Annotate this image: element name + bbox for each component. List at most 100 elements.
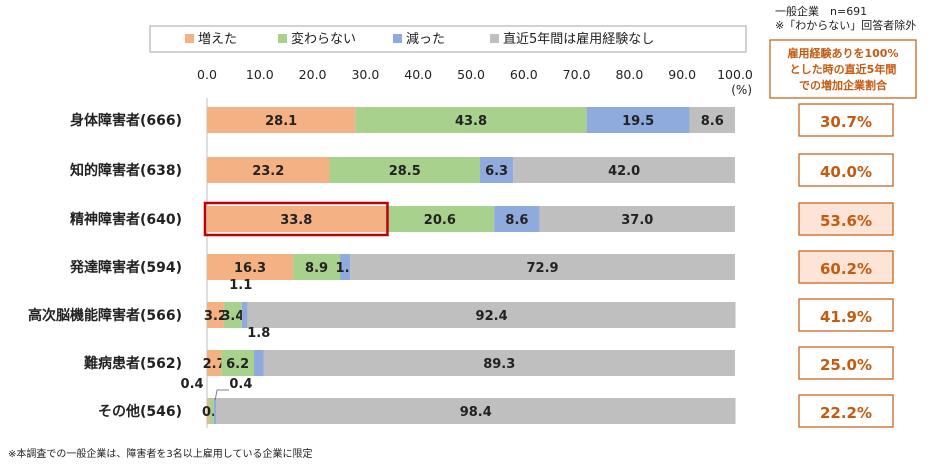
bar-segment <box>586 107 690 133</box>
increase-rate-value: 60.2% <box>820 260 872 278</box>
x-tick-label: 40.0 <box>404 67 432 82</box>
highlight-outline <box>203 201 389 237</box>
data-label: 43.8 <box>455 114 487 129</box>
increase-rate-box <box>798 298 894 332</box>
data-label: 16.3 <box>234 261 266 276</box>
increase-rate-box <box>798 153 894 187</box>
data-label: 20.6 <box>424 213 456 228</box>
x-axis: 0.0 10.0 20.0 30.0 40.0 50.0 60.0 70.0 80.0 90.0 1… <box>197 67 753 428</box>
data-label: 92.4 <box>476 309 508 324</box>
x-tick-label: 10.0 <box>246 67 274 82</box>
data-label: 1.8 <box>247 326 270 341</box>
legend-label-0: 増えた <box>198 32 237 47</box>
x-tick-label: 20.0 <box>299 67 327 82</box>
x-tick-label: 60.0 <box>510 67 538 82</box>
increase-rate-box <box>798 103 894 137</box>
data-label: 0.4 <box>229 377 252 392</box>
bar-segment <box>513 157 735 183</box>
bar-segment <box>689 107 735 133</box>
legend-label-2: 減った <box>406 31 445 47</box>
increase-rate-value: 25.0% <box>820 356 872 374</box>
bar-segment <box>209 398 214 424</box>
increase-rate-box <box>798 250 894 284</box>
data-label: 89.3 <box>483 357 515 372</box>
bar-segment <box>329 157 480 183</box>
category-label: 発達障害者(594) <box>69 259 182 276</box>
increase-rate-box <box>798 346 894 380</box>
category-label: 精神障害者(640) <box>70 211 182 228</box>
data-label: 0.4 <box>181 377 204 392</box>
data-label: 98.4 <box>460 405 492 420</box>
data-label: 2.7 <box>203 357 226 372</box>
data-label: 28.1 <box>265 114 297 129</box>
x-tick-label: 50.0 <box>457 67 485 82</box>
legend-box <box>149 25 747 53</box>
x-tick-label: 90.0 <box>668 67 696 82</box>
data-label: 72.9 <box>527 261 559 276</box>
bar-segment <box>241 302 248 328</box>
legend-swatch-3 <box>490 34 499 43</box>
data-label: 8.6 <box>505 213 528 228</box>
bar-segment <box>539 206 735 232</box>
bar-segment <box>207 398 210 424</box>
bar-segment <box>213 398 216 424</box>
data-label: 3.2 <box>204 309 227 324</box>
data-label: 3.4 <box>221 309 244 324</box>
right-panel-header-line-1: 雇用経験ありを100% <box>788 46 899 60</box>
increase-rate-value: 30.7% <box>820 113 872 131</box>
bar-segment <box>223 302 242 328</box>
note-top-line-1: 一般企業 n=691 <box>775 4 867 18</box>
bar-segment <box>221 350 254 376</box>
legend-swatch-0 <box>185 34 194 43</box>
bar-segment <box>207 302 224 328</box>
data-label: 33.8 <box>280 213 312 228</box>
bar-segment <box>479 157 514 183</box>
footnote: ※本調査での一般企業は、障害者を3名以上雇用している企業に限定 <box>8 447 312 460</box>
bar-segment <box>207 107 356 133</box>
data-label: 28.5 <box>389 164 421 179</box>
legend: 増えた 変わらない 減った 直近5年間は雇用経験なし <box>149 25 747 53</box>
x-tick-label: 70.0 <box>563 67 591 82</box>
legend-swatch-1 <box>278 34 287 43</box>
legend-swatch-2 <box>393 34 402 43</box>
note-top-line-2: ※「わからない」回答者除外 <box>775 18 916 32</box>
category-label: 難病患者(562) <box>84 355 182 372</box>
increase-rate-box <box>798 202 894 236</box>
category-label: 高次脳機能障害者(566) <box>28 307 182 324</box>
x-tick-label: 30.0 <box>351 67 379 82</box>
bar-segment <box>263 350 735 376</box>
leader-line <box>214 389 230 401</box>
bar-segment <box>385 206 495 232</box>
x-tick-label: 0.0 <box>197 67 217 82</box>
x-tick-label: 80.0 <box>615 67 643 82</box>
bars-layer: 28.1 43.8 19.5 8.6 23.2 28.5 6.3 42.0 33.8 20.6 8.… <box>181 107 736 424</box>
increase-rate-value: 53.6% <box>820 212 872 230</box>
data-label: 19.5 <box>622 114 654 129</box>
legend-label-1: 変わらない <box>291 31 356 47</box>
data-label: 8.9 <box>305 261 328 276</box>
increase-rate-value: 41.9% <box>820 308 872 326</box>
data-label: 8.6 <box>701 114 724 129</box>
increase-rate-box <box>798 394 894 428</box>
data-label: 6.2 <box>226 357 249 372</box>
category-label: その他(546) <box>98 403 182 420</box>
right-panel-header-line-3: での増加企業割合 <box>799 78 888 92</box>
bar-segment <box>207 157 330 183</box>
category-label: 知的障害者(638) <box>70 162 182 179</box>
data-label: 23.2 <box>252 164 284 179</box>
axis-unit: (%) <box>731 83 752 97</box>
bar-segment <box>253 350 264 376</box>
category-label: 身体障害者(666) <box>70 112 182 129</box>
bar-segment <box>207 206 386 232</box>
category-labels: 身体障害者(666) 知的障害者(638) 精神障害者(640) 発達障害者(594)… <box>28 112 182 420</box>
bar-segment <box>494 206 540 232</box>
right-panel-header-box <box>769 39 917 99</box>
bar-segment <box>350 254 735 280</box>
bar-segment <box>340 254 351 280</box>
right-panel-header-line-2: とした時の直近5年間 <box>790 62 897 76</box>
x-tick-label: 100.0 <box>717 67 753 82</box>
legend-label-3: 直近5年間は雇用経験なし <box>503 31 654 47</box>
data-label: 42.0 <box>608 164 640 179</box>
data-label: 6.3 <box>485 164 508 179</box>
